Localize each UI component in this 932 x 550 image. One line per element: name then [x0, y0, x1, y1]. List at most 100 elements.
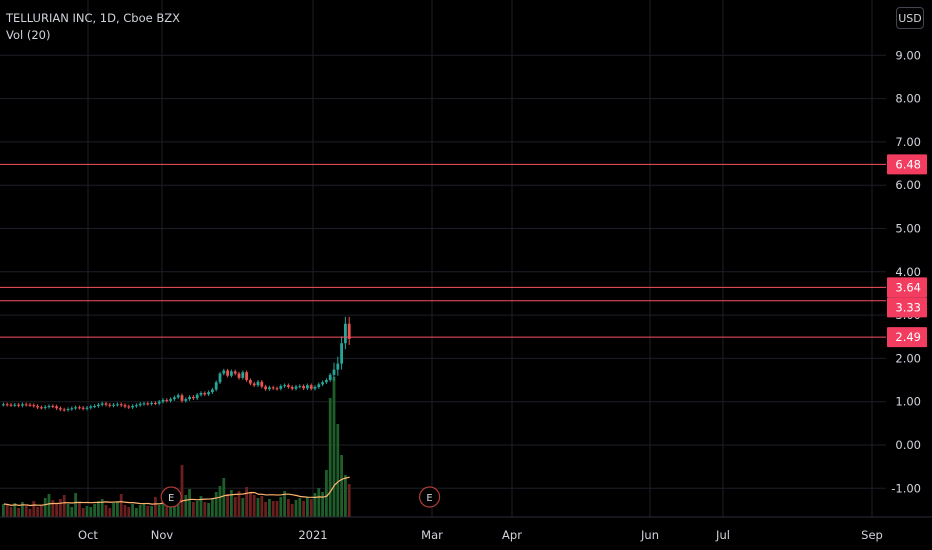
candle-body	[218, 373, 222, 383]
level-label: 3.64	[895, 280, 921, 294]
candle-body	[85, 407, 89, 409]
candle-body	[241, 372, 245, 378]
candle-body	[237, 373, 241, 378]
candle-body	[233, 371, 237, 374]
volume-bar	[59, 499, 62, 517]
price-tick-label: -1.00	[891, 481, 921, 495]
price-tick-label: 6.00	[895, 178, 921, 192]
volume-bar	[222, 478, 226, 517]
chart-legend: TELLURIAN INC, 1D, Cboe BZX Vol (20)	[6, 10, 180, 44]
volume-bar	[51, 500, 55, 517]
volume-bar	[230, 490, 233, 517]
candle-body	[13, 404, 17, 406]
volume-bar	[24, 506, 28, 517]
volume-bars	[2, 377, 351, 517]
candle-body	[332, 369, 336, 375]
time-tick-label: Oct	[78, 528, 98, 542]
volume-bar	[135, 508, 138, 517]
candle-body	[306, 385, 309, 389]
volume-bar	[157, 505, 161, 517]
volume-bar	[40, 505, 43, 517]
time-axis[interactable]: Oct Nov 2021 Mar Apr Jun Jul Sep	[0, 516, 932, 542]
volume-bar	[340, 455, 343, 517]
candle-body	[264, 386, 267, 390]
volume-bar	[211, 499, 214, 517]
price-tick-label: 0.00	[895, 438, 921, 452]
candle-body	[104, 403, 108, 405]
volume-bar	[188, 489, 191, 517]
candle-body	[271, 387, 275, 389]
volume-bar	[173, 506, 176, 517]
volume-bar	[203, 502, 207, 517]
volume-bar	[28, 509, 32, 517]
candle-body	[9, 404, 13, 406]
volume-bar	[108, 508, 112, 517]
candle-body	[43, 406, 47, 408]
price-axis[interactable]: 9.008.007.006.005.004.003.002.001.000.00…	[886, 0, 932, 517]
volume-bar	[347, 484, 351, 517]
volume-bar	[279, 497, 283, 517]
volume-bar	[271, 501, 275, 517]
earnings-marker	[419, 486, 441, 508]
volume-bar	[81, 508, 85, 517]
candle-body	[47, 406, 51, 408]
candle-body	[245, 372, 248, 381]
volume-bar	[74, 493, 77, 517]
chart-grid	[0, 0, 886, 517]
volume-bar	[9, 507, 13, 517]
volume-bar	[97, 501, 100, 517]
volume-bar	[142, 503, 146, 517]
candle-body	[328, 374, 332, 381]
volume-bar	[245, 487, 248, 517]
candle-body	[317, 384, 321, 387]
candle-body	[287, 385, 290, 387]
candle-body	[169, 399, 172, 401]
price-candles	[2, 316, 351, 412]
candle-body	[100, 403, 104, 405]
candle-body	[131, 406, 134, 408]
candle-body	[32, 405, 36, 407]
candle-body	[336, 363, 340, 370]
currency-button[interactable]: USD	[896, 7, 924, 29]
volume-bar	[290, 504, 294, 517]
horizontal-levels	[0, 163, 886, 338]
candle-body	[55, 406, 58, 409]
candle-body	[313, 386, 317, 389]
volume-bar	[256, 498, 260, 517]
volume-bar	[321, 492, 324, 517]
volume-bar	[127, 507, 131, 517]
volume-bar	[89, 507, 93, 517]
candle-body	[325, 380, 328, 383]
volume-bar	[47, 494, 51, 517]
candle-body	[142, 403, 146, 405]
candle-body	[74, 407, 77, 409]
earnings-marker	[160, 486, 182, 508]
candle-body	[81, 407, 85, 409]
candle-body	[123, 405, 127, 407]
volume-bar	[336, 424, 340, 517]
volume-bar	[165, 502, 169, 517]
candle-body	[344, 323, 347, 344]
volume-bar	[275, 501, 279, 517]
candle-body	[70, 408, 74, 410]
volume-bar	[207, 503, 210, 517]
volume-bar	[313, 493, 317, 517]
candle-body	[108, 404, 112, 406]
candle-body	[283, 385, 286, 387]
volume-bar	[260, 496, 264, 517]
volume-bar	[78, 502, 81, 517]
candle-body	[252, 383, 256, 386]
symbol-title[interactable]: TELLURIAN INC, 1D, Cboe BZX	[6, 11, 181, 25]
time-tick-label: Jul	[715, 528, 730, 542]
candle-body	[340, 343, 343, 364]
volume-bar	[131, 504, 134, 517]
candle-body	[211, 389, 214, 393]
candle-body	[249, 380, 252, 384]
time-tick-label: Mar	[421, 528, 443, 542]
candle-body	[146, 403, 150, 405]
price-tick-label: 2.00	[895, 351, 921, 365]
candle-body	[290, 386, 294, 389]
volume-indicator-label[interactable]: Vol (20)	[6, 28, 51, 42]
